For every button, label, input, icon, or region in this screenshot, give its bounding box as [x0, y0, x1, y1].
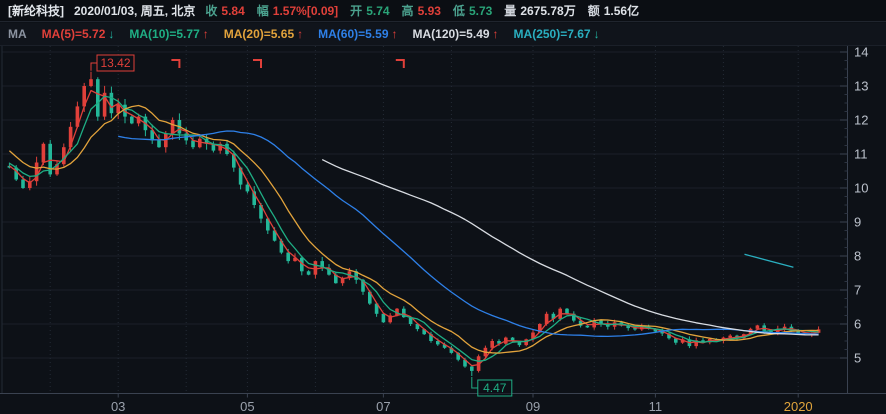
- ma-item-ma120-label: MA(120)=5.49: [412, 27, 490, 41]
- quote-turnover-value: 1.56亿: [603, 4, 640, 18]
- svg-text:03: 03: [111, 399, 125, 414]
- svg-text:13: 13: [854, 79, 868, 94]
- stock-title: [新纶科技]: [8, 4, 64, 18]
- up-arrow-icon: ↑: [391, 27, 398, 41]
- quote-info-bar: [新纶科技] 2020/01/03, 周五, 北京 收 5.84 幅 1.57%[0.…: [0, 0, 886, 22]
- quote-low-value: 5.73: [468, 3, 493, 18]
- ma-item-ma250[interactable]: MA(250)=7.67 ↓: [514, 27, 600, 41]
- quote-field-open: 开 5.74: [350, 2, 389, 19]
- y-axis-ticks: [840, 51, 848, 359]
- svg-text:09: 09: [526, 399, 540, 414]
- ma120-line: [321, 159, 819, 336]
- quote-open-value: 5.74: [366, 3, 390, 18]
- svg-text:7: 7: [854, 283, 861, 298]
- event-markers: [171, 59, 405, 68]
- ma-item-ma120[interactable]: MA(120)=5.49 ↑: [413, 27, 499, 41]
- quote-high-value: 5.93: [417, 3, 441, 18]
- svg-text:07: 07: [376, 399, 390, 414]
- svg-text:4.47: 4.47: [483, 381, 507, 395]
- ma-items: MA(5)=5.72 ↓ MA(10)=5.77 ↑ MA(20)=5.65 ↑ MA(60…: [42, 27, 600, 41]
- ma-item-ma20-label: MA(20)=5.65: [223, 27, 295, 41]
- quote-field-high: 高 5.93: [402, 2, 441, 19]
- ma-indicator-bar: MA MA(5)=5.72 ↓ MA(10)=5.77 ↑ MA(20)=5.65 ↑ MA…: [0, 23, 886, 46]
- ma-item-ma10[interactable]: MA(10)=5.77 ↑: [129, 27, 208, 41]
- low-price-tag: 4.47: [471, 377, 513, 397]
- quote-field-low: 低 5.73: [453, 2, 492, 19]
- ma-item-ma5[interactable]: MA(5)=5.72 ↓: [42, 27, 115, 41]
- ma250-line: [744, 253, 794, 268]
- quote-field-close: 收 5.84: [205, 2, 244, 19]
- quote-volume-label: 量: [504, 4, 517, 18]
- up-arrow-icon: ↑: [202, 27, 209, 41]
- ma20-line: [8, 104, 819, 354]
- quote-field-change: 幅 1.57%[0.09]: [257, 2, 338, 19]
- svg-text:12: 12: [854, 113, 868, 128]
- ma-item-ma10-label: MA(10)=5.77: [129, 27, 200, 41]
- horizontal-gridlines: [2, 51, 848, 359]
- plot-borders: [0, 46, 886, 394]
- svg-text:11: 11: [854, 147, 868, 162]
- quote-fields: 收 5.84 幅 1.57%[0.09] 开 5.74 高 5.93 低 5.73 量 2675.78…: [205, 2, 639, 19]
- kline-chart[interactable]: 13.42 4.47 14 13 12 11 10 9 8 7 6 5 03 05 07 09 11 2020: [0, 45, 886, 414]
- down-arrow-icon: ↓: [108, 27, 115, 41]
- ma-item-ma20[interactable]: MA(20)=5.65 ↑: [224, 27, 303, 41]
- svg-text:10: 10: [854, 181, 868, 196]
- date-info: 2020/01/03, 周五, 北京: [74, 4, 196, 18]
- up-arrow-icon: ↑: [297, 27, 304, 41]
- svg-text:8: 8: [854, 249, 861, 264]
- quote-change-value: 1.57%[0.09]: [272, 3, 339, 18]
- kline-chart-area[interactable]: 13.42 4.47 14 13 12 11 10 9 8 7 6 5 03 05 07 09 11 2020: [0, 45, 886, 414]
- ma-item-ma5-label: MA(5)=5.72: [41, 27, 106, 41]
- ma-item-ma250-label: MA(250)=7.67: [513, 27, 591, 41]
- svg-text:05: 05: [240, 399, 254, 414]
- quote-close-label: 收: [205, 4, 218, 18]
- down-arrow-icon: ↓: [593, 27, 600, 41]
- ma-prefix-label: MA: [8, 27, 27, 41]
- svg-text:9: 9: [854, 215, 861, 230]
- svg-text:2020: 2020: [784, 399, 813, 414]
- x-axis-labels: 03 05 07 09 11 2020: [111, 393, 813, 414]
- quote-change-label: 幅: [256, 4, 269, 18]
- quote-low-label: 低: [452, 4, 465, 18]
- ma10-line: [9, 95, 819, 362]
- svg-text:14: 14: [854, 46, 868, 60]
- quote-close-value: 5.84: [221, 3, 245, 18]
- y-axis-labels: 14 13 12 11 10 9 8 7 6 5: [854, 45, 868, 366]
- svg-text:13.42: 13.42: [100, 56, 130, 70]
- ma-item-ma60[interactable]: MA(60)=5.59 ↑: [318, 27, 397, 41]
- up-arrow-icon: ↑: [492, 27, 499, 41]
- svg-text:6: 6: [854, 317, 861, 332]
- quote-high-label: 高: [401, 4, 414, 18]
- quote-turnover-label: 额: [587, 4, 600, 18]
- quote-field-volume: 量 2675.78万: [504, 2, 575, 19]
- quote-field-turnover: 额 1.56亿: [588, 2, 639, 19]
- svg-text:11: 11: [649, 399, 663, 414]
- ma60-line: [118, 130, 819, 338]
- high-price-tag: 13.42: [90, 54, 135, 72]
- quote-volume-value: 2675.78万: [520, 4, 576, 18]
- vertical-gridlines: [49, 46, 799, 393]
- ma-item-ma60-label: MA(60)=5.59: [318, 27, 389, 41]
- candlesticks: [7, 71, 821, 376]
- svg-text:5: 5: [854, 351, 861, 366]
- ma5-line: [9, 89, 819, 367]
- quote-open-label: 开: [350, 4, 363, 18]
